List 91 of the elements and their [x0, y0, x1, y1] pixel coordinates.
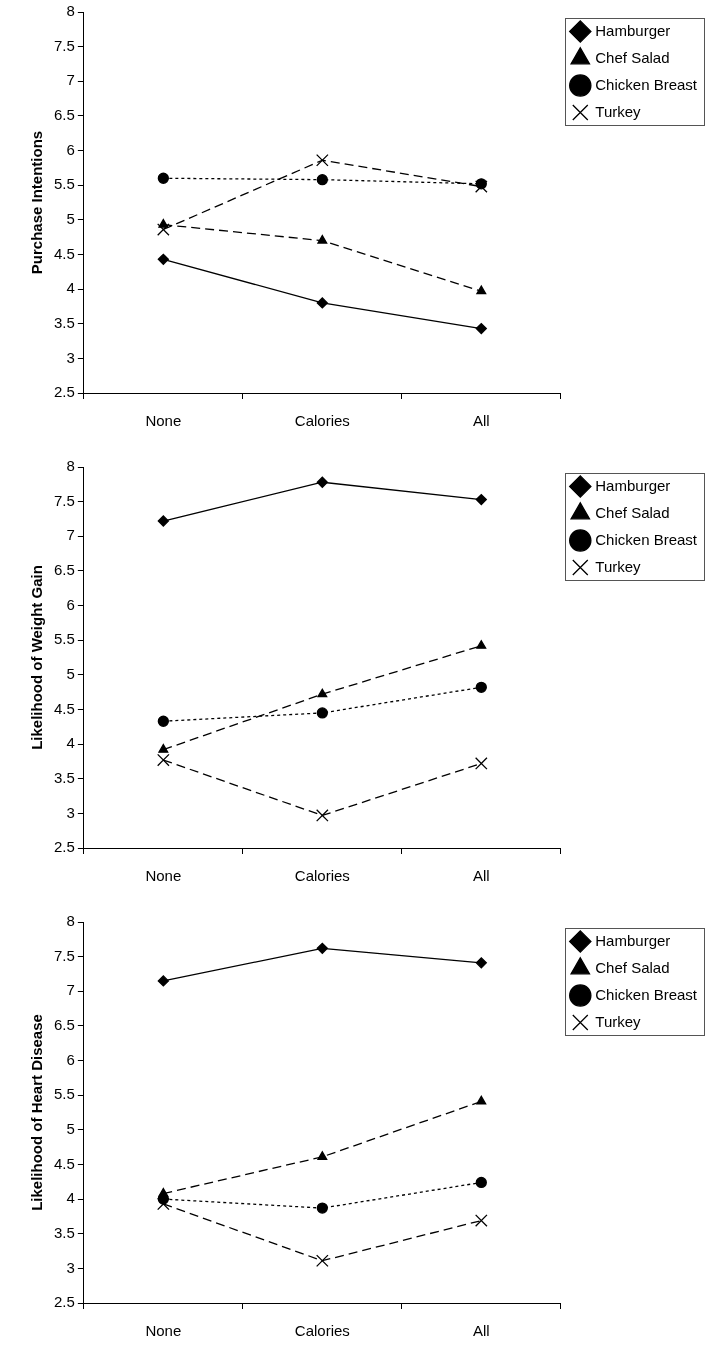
- legend-label: Turkey: [595, 557, 642, 575]
- point: [474, 1214, 488, 1227]
- y-tick-label: 7.5: [53, 491, 75, 509]
- y-tick-label: 7: [66, 71, 75, 89]
- y-tick-label: 7.5: [53, 946, 75, 964]
- y-tick-label: 2.5: [53, 1293, 75, 1311]
- point: [157, 515, 169, 527]
- x-tick-label: Calories: [294, 412, 350, 430]
- point: [158, 1187, 169, 1197]
- y-axis-title: Likelihood of Heart Disease: [28, 1014, 46, 1211]
- y-tick-label: 2.5: [53, 383, 75, 401]
- point: [475, 957, 487, 969]
- y-tick-label: 6: [66, 1050, 75, 1068]
- x-tick-label: All: [472, 412, 490, 430]
- point: [316, 1254, 329, 1268]
- y-tick-label: 5: [66, 664, 75, 682]
- y-tick-label: 6.5: [53, 1016, 75, 1034]
- y-tick-label: 6: [66, 140, 75, 158]
- y-tick-label: 2.5: [53, 838, 75, 856]
- x-tick-label: None: [145, 412, 182, 430]
- y-tick-label: 4.5: [53, 1154, 75, 1172]
- x-tick-label: All: [472, 1322, 490, 1340]
- legend-label: Chef Salad: [595, 48, 670, 66]
- point: [475, 1176, 487, 1189]
- point: [475, 493, 487, 506]
- legend-label: Chicken Breast: [595, 530, 698, 548]
- point: [316, 173, 328, 186]
- x-tick-label: None: [145, 1322, 182, 1340]
- point: [475, 681, 487, 693]
- x-tick-label: All: [472, 867, 490, 885]
- point: [475, 322, 487, 335]
- legend-label: Chicken Breast: [595, 75, 698, 93]
- y-tick-label: 8: [66, 2, 75, 20]
- y-tick-label: 4: [66, 279, 75, 297]
- y-tick-label: 4.5: [53, 244, 75, 262]
- y-axis-title: Likelihood of Weight Gain: [28, 565, 46, 750]
- y-tick-label: 8: [66, 912, 75, 930]
- y-tick-label: 3: [66, 1258, 75, 1276]
- point: [158, 743, 169, 753]
- point: [317, 1151, 328, 1160]
- point: [317, 234, 328, 244]
- y-tick-label: 4.5: [53, 699, 75, 717]
- x-tick-label: Calories: [294, 867, 350, 885]
- legend-label: Hamburger: [595, 931, 671, 949]
- point: [476, 640, 487, 649]
- legend-label: Hamburger: [595, 21, 671, 39]
- y-tick-label: 6: [66, 595, 75, 613]
- y-tick-label: 3: [66, 803, 75, 821]
- point: [317, 688, 328, 698]
- y-tick-label: 3.5: [53, 1223, 75, 1241]
- y-tick-label: 5.5: [53, 630, 75, 648]
- y-tick-label: 5.5: [53, 1085, 75, 1103]
- point: [476, 285, 487, 295]
- point: [157, 172, 169, 184]
- x-tick-label: None: [145, 867, 182, 885]
- legend-label: Turkey: [595, 1012, 642, 1030]
- point: [316, 809, 329, 822]
- y-tick-label: 6.5: [53, 561, 75, 579]
- legend-label: Chef Salad: [595, 503, 670, 521]
- legend-label: Turkey: [595, 102, 642, 120]
- point: [157, 975, 169, 987]
- point: [316, 476, 328, 488]
- x-tick-label: Calories: [294, 1322, 350, 1340]
- point: [316, 707, 328, 719]
- point: [316, 1202, 328, 1214]
- legend-label: Chef Salad: [595, 958, 670, 976]
- point: [157, 715, 169, 727]
- y-tick-label: 7: [66, 981, 75, 999]
- y-tick-label: 5: [66, 1119, 75, 1137]
- y-tick-label: 8: [66, 457, 75, 475]
- y-tick-label: 5: [66, 209, 75, 227]
- legend-label: Chicken Breast: [595, 985, 698, 1003]
- point: [316, 153, 329, 167]
- y-tick-label: 4: [66, 734, 75, 752]
- legend-label: Hamburger: [595, 476, 671, 494]
- point: [316, 297, 328, 309]
- y-tick-label: 4: [66, 1189, 75, 1207]
- y-tick-label: 7: [66, 526, 75, 544]
- point: [316, 942, 328, 954]
- point: [157, 253, 169, 265]
- y-tick-label: 5.5: [53, 175, 75, 193]
- point: [476, 1095, 487, 1105]
- y-tick-label: 3.5: [53, 768, 75, 786]
- y-tick-label: 3.5: [53, 313, 75, 331]
- point: [157, 223, 170, 236]
- y-axis-title: Purchase Intentions: [28, 130, 46, 275]
- y-tick-label: 3: [66, 348, 75, 366]
- y-tick-label: 6.5: [53, 106, 75, 124]
- point: [157, 753, 170, 767]
- point: [474, 757, 488, 770]
- y-tick-label: 7.5: [53, 36, 75, 54]
